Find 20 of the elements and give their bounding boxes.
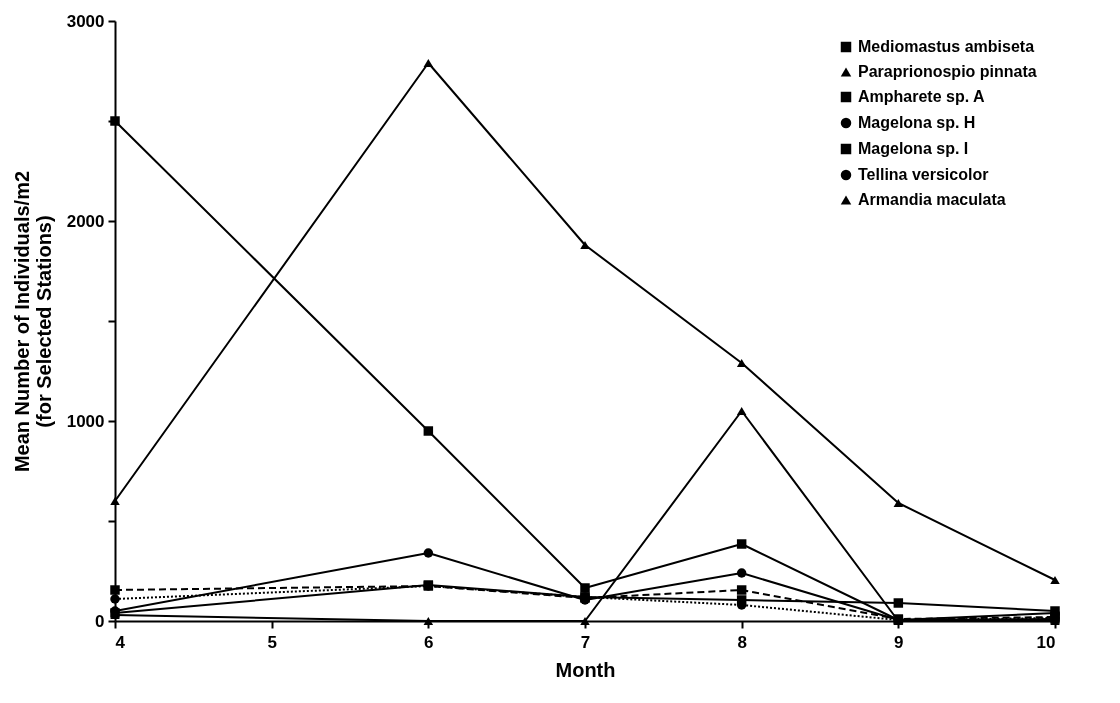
x-tick-label: 9 (894, 632, 904, 652)
y-tick-label: 3000 (66, 11, 105, 31)
x-tick-label: 4 (115, 632, 126, 652)
x-tick-label: 7 (580, 632, 591, 652)
legend-label: Magelona sp. I (858, 140, 969, 157)
legend-label: Paraprionospio pinnata (858, 63, 1037, 80)
x-tick-label: 5 (267, 632, 277, 652)
y-tick-label: 0 (95, 611, 105, 631)
legend-label: Mediomastus ambiseta (858, 38, 1035, 55)
legend-label: Tellina versicolor (858, 166, 989, 183)
y-axis-title: Mean Number of Individuals/m2 (for Selected Stations) (10, 170, 55, 473)
y-tick-label: 2000 (66, 211, 105, 231)
legend-label: Armandia maculata (858, 191, 1006, 208)
x-axis-title: Month (555, 658, 616, 681)
legend-label: Magelona sp. H (858, 114, 976, 131)
legend-label: Ampharete sp. A (858, 88, 985, 105)
x-tick-label: 6 (424, 632, 434, 652)
y-tick-label: 1000 (66, 411, 105, 431)
x-tick-label: 10 (1036, 632, 1056, 652)
x-tick-label: 8 (737, 632, 747, 652)
